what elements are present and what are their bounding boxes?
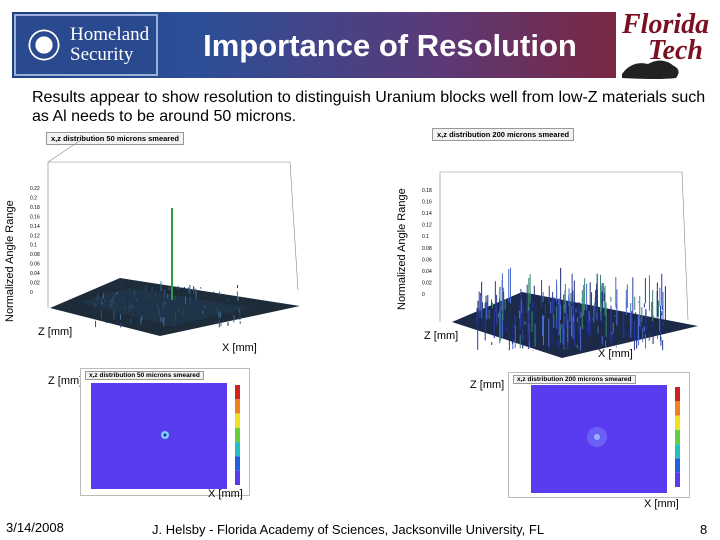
- z-tick-label: 0.22: [30, 186, 40, 192]
- z-tick-label: 0.16: [422, 200, 432, 206]
- z-tick-label: 0: [30, 290, 33, 296]
- x-axis-label-1: X [mm]: [222, 342, 257, 354]
- slide-title: Importance of Resolution: [203, 28, 577, 63]
- map2-z-label: Z [mm]: [470, 379, 505, 391]
- map-title: x,z distribution 50 microns smeared: [85, 371, 204, 380]
- map1-z-label: Z [mm]: [48, 375, 83, 387]
- z-tick-label: 0.06: [30, 262, 40, 268]
- z-tick-label: 0.12: [30, 233, 40, 239]
- z-tick-label: 0.02: [30, 281, 40, 287]
- z-tick-label: 0.18: [422, 188, 432, 194]
- z-axis-label-2: Z [mm]: [424, 330, 459, 342]
- footer-date: 3/14/2008: [6, 520, 64, 535]
- z-tick-label: 0.08: [422, 246, 432, 252]
- map2d-50-microns: x,z distribution 50 microns smeared: [80, 368, 250, 496]
- y-axis-label-2: Normalized Angle Range: [396, 188, 408, 310]
- plot3d-200-microns: x,z distribution 200 microns smeared 0.1…: [412, 126, 704, 368]
- z-tick-label: 0.18: [30, 205, 40, 211]
- map1-x-label: X [mm]: [208, 488, 243, 500]
- surface-plot-200: 0.18 0.16 0.14 0.12 0.1 0.08 0.06 0.04 0.02 0: [422, 171, 698, 358]
- logo-text-line1: Homeland: [70, 24, 150, 45]
- page-number: 8: [700, 522, 708, 537]
- slide-subtitle: Results appear to show resolution to dis…: [32, 89, 706, 125]
- panther-icon: [622, 60, 679, 79]
- z-axis-label-1: Z [mm]: [38, 326, 73, 338]
- z-tick-label: 0.14: [422, 211, 432, 217]
- surface-plot-50: 0.22 0.2 0.18 0.16 0.14 0.12 0.1 0.08 0.06 0.04 0.…: [30, 137, 300, 336]
- z-tick-label: 0.04: [30, 271, 40, 277]
- z-tick-label: 0: [422, 292, 425, 298]
- homeland-security-logo: Homeland Security: [14, 14, 158, 76]
- x-axis-label-2: X [mm]: [598, 348, 633, 360]
- z-tick-label: 0.1: [30, 243, 37, 249]
- plot3d-50-microns: x,z distribution 50 microns smeared 0.22…: [20, 130, 324, 345]
- y-axis-label-1: Normalized Angle Range: [4, 200, 16, 322]
- z-tick-label: 0.06: [422, 257, 432, 263]
- z-tick-label: 0.08: [30, 252, 40, 258]
- z-tick-label: 0.04: [422, 269, 432, 275]
- z-tick-label: 0.14: [30, 224, 40, 230]
- map2-x-label: X [mm]: [644, 498, 679, 510]
- map-title: x,z distribution 200 microns smeared: [513, 375, 636, 384]
- footer-credit: J. Helsby - Florida Academy of Sciences,…: [152, 522, 545, 537]
- z-tick-label: 0.2: [30, 195, 37, 201]
- plot-title: x,z distribution 50 microns smeared: [46, 132, 184, 145]
- plot-title: x,z distribution 200 microns smeared: [432, 128, 575, 141]
- z-tick-label: 0.1: [422, 234, 429, 240]
- z-tick-label: 0.12: [422, 223, 432, 229]
- florida-tech-logo: Florida Tech: [618, 8, 714, 82]
- dhs-seal-icon: [24, 25, 64, 65]
- z-tick-label: 0.16: [30, 214, 40, 220]
- map2d-200-microns: x,z distribution 200 microns smeared: [508, 372, 690, 498]
- logo-text-line2: Security: [70, 44, 134, 65]
- z-tick-label: 0.02: [422, 280, 432, 286]
